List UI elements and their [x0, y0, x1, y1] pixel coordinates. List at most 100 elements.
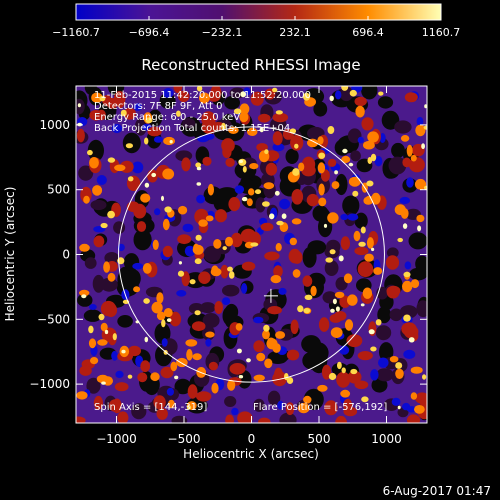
x-tick-label: 1000: [371, 432, 402, 446]
heatmap-blob: [408, 337, 415, 343]
heatmap-blob: [92, 185, 103, 196]
heatmap-blob: [402, 157, 412, 168]
heatmap-blob: [370, 346, 377, 352]
heatmap-blob: [224, 95, 241, 110]
heatmap-blob: [394, 120, 412, 134]
heatmap-blob: [140, 193, 151, 203]
heatmap-blob: [93, 395, 103, 410]
heatmap-blob: [330, 308, 335, 313]
heatmap-blob: [279, 198, 291, 210]
heatmap-blob: [270, 275, 282, 284]
heatmap-blob: [205, 338, 212, 347]
heatmap-blob: [395, 362, 403, 369]
heatmap-blob: [354, 96, 367, 107]
heatmap-blob: [104, 252, 119, 264]
heatmap-blob: [170, 361, 178, 372]
heatmap-blob: [272, 112, 289, 123]
heatmap-blob: [150, 372, 160, 382]
heatmap-blob: [211, 265, 219, 276]
heatmap-blob: [186, 405, 192, 410]
heatmap-blob: [133, 103, 143, 111]
heatmap-blob: [350, 368, 358, 375]
x-tick-label: −1000: [96, 432, 137, 446]
heatmap-blob: [354, 246, 369, 256]
heatmap-blob: [222, 297, 231, 305]
annotation-time: 11-Feb-2015 11:42:20.000 to 11:52:20.000: [94, 90, 311, 101]
heatmap-blob: [389, 356, 399, 363]
heatmap-blob: [263, 324, 270, 332]
heatmap-blob: [79, 365, 92, 376]
heatmap-blob: [225, 414, 234, 423]
heatmap-blob: [154, 208, 161, 216]
heatmap-blob: [423, 125, 427, 130]
heatmap-blob: [96, 175, 107, 185]
heatmap-blob: [156, 292, 164, 304]
heatmap-blob: [406, 177, 414, 188]
heatmap-blob: [213, 239, 222, 249]
heatmap-blob: [401, 322, 417, 336]
heatmap-blob: [174, 375, 179, 380]
heatmap-blob: [302, 92, 311, 101]
heatmap-blob: [227, 266, 233, 272]
heatmap-blob: [201, 111, 216, 127]
heatmap-blob: [302, 275, 313, 287]
heatmap-blob: [253, 340, 265, 353]
heatmap-blob: [136, 221, 147, 232]
heatmap-blob: [266, 338, 278, 350]
heatmap-blob: [371, 247, 375, 252]
heatmap-blob: [182, 223, 194, 233]
heatmap-blob: [197, 135, 209, 143]
heatmap-blob: [317, 136, 324, 145]
heatmap-blob: [238, 159, 243, 163]
heatmap-blob: [286, 377, 294, 384]
heatmap-blob: [264, 149, 269, 155]
heatmap-blob: [291, 189, 304, 205]
annotation-detectors: Detectors: 7F 8F 9F, Att 0: [94, 101, 222, 112]
heatmap-blob: [131, 403, 147, 420]
heatmap-blob: [403, 271, 411, 278]
heatmap-blob: [166, 387, 174, 396]
heatmap-blob: [399, 196, 411, 205]
heatmap-blob: [370, 369, 379, 381]
heatmap-blob: [423, 185, 427, 190]
heatmap-blob: [328, 372, 337, 381]
heatmap-blob: [87, 139, 104, 162]
heatmap-blob: [78, 165, 94, 181]
heatmap-blob: [132, 262, 144, 270]
heatmap-blob: [274, 190, 280, 196]
heatmap-blob: [202, 313, 220, 328]
heatmap-blob: [145, 117, 153, 124]
heatmap-blob: [76, 416, 86, 423]
heatmap-blob: [198, 219, 208, 227]
heatmap-blob: [83, 309, 102, 322]
colorbar-tick-label: 232.1: [279, 26, 311, 39]
colorbar-tick-label: 1160.7: [422, 26, 461, 39]
heatmap-blob: [370, 153, 377, 162]
heatmap-blob: [376, 368, 394, 382]
heatmap-blob: [156, 407, 168, 420]
heatmap-blob: [237, 411, 253, 423]
heatmap-blob: [379, 342, 394, 362]
heatmap-blob: [277, 400, 284, 410]
heatmap-blob: [103, 261, 110, 273]
heatmap-blob: [272, 143, 285, 152]
heatmap-blob: [307, 138, 319, 148]
heatmap-blob: [107, 272, 116, 282]
heatmap-blob: [229, 363, 246, 375]
x-axis-label: Heliocentric X (arcsec): [183, 447, 319, 461]
heatmap-blob: [128, 345, 141, 357]
heatmap-blob: [241, 196, 248, 202]
heatmap-blob: [98, 313, 105, 321]
heatmap-blob: [203, 245, 221, 263]
heatmap-blob: [224, 396, 237, 407]
heatmap-blob: [371, 377, 388, 393]
heatmap-blob: [346, 334, 363, 348]
heatmap-blob: [334, 139, 351, 156]
heatmap-blob: [355, 105, 365, 118]
colorbar-tick-label: −232.1: [202, 26, 243, 39]
heatmap-blob: [406, 414, 421, 423]
y-tick-label: −500: [37, 312, 70, 326]
heatmap-blob: [368, 329, 375, 335]
heatmap-blob: [286, 349, 300, 361]
heatmap-blob: [399, 305, 418, 319]
